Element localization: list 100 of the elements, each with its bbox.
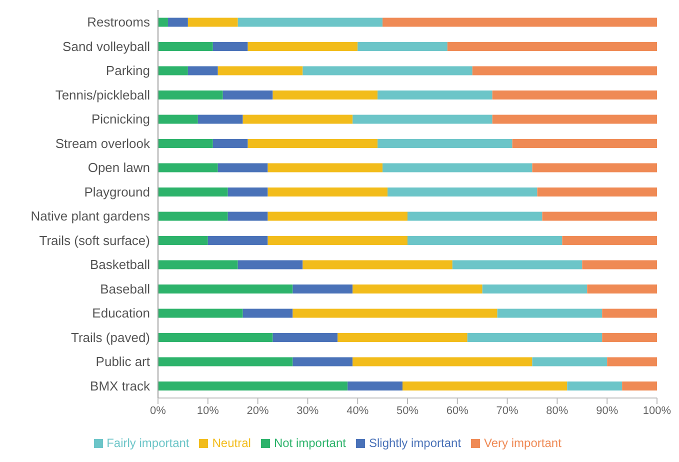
y-tick-label: Trails (paved) — [71, 330, 150, 345]
bar — [607, 357, 657, 366]
bar — [447, 42, 657, 52]
bar — [158, 18, 168, 27]
bar — [292, 308, 498, 318]
bar — [338, 333, 468, 342]
legend-label: Very important — [484, 436, 562, 450]
bar — [158, 163, 218, 172]
legend-label: Neutral — [212, 436, 251, 450]
bar — [492, 114, 657, 124]
bar — [348, 382, 403, 391]
bar — [158, 284, 293, 294]
y-tick-label: Trails (soft surface) — [39, 232, 150, 248]
bar — [352, 114, 492, 124]
y-tick-label: Parking — [106, 63, 150, 78]
x-tick-label: 80% — [546, 404, 568, 417]
bar — [208, 236, 268, 246]
bar — [268, 212, 408, 221]
bar — [238, 260, 303, 270]
x-tick-label: 10% — [196, 404, 220, 417]
x-tick-label: 20% — [246, 404, 270, 417]
bar — [472, 66, 657, 76]
bar — [408, 236, 562, 246]
bar — [242, 308, 293, 318]
bar — [268, 188, 388, 197]
bar — [248, 42, 358, 52]
bar — [212, 139, 248, 148]
bar — [158, 308, 243, 318]
bar — [248, 139, 378, 148]
bar — [292, 284, 353, 294]
bar — [158, 260, 238, 270]
bar — [408, 212, 542, 221]
y-tick-label: Sand volleyball — [62, 38, 150, 54]
y-tick-label: Public art — [96, 354, 150, 370]
bar — [188, 18, 238, 27]
x-tick-label: 40% — [346, 404, 369, 417]
bar — [158, 114, 198, 124]
y-tick-label: Playground — [84, 184, 150, 200]
bar — [292, 357, 353, 366]
x-tick-label: 70% — [496, 404, 519, 417]
bar — [358, 42, 448, 52]
bar — [268, 236, 408, 246]
bar — [158, 212, 228, 221]
x-tick-label: 90% — [596, 404, 618, 417]
bar — [452, 260, 582, 270]
y-tick-label: Open lawn — [88, 160, 150, 176]
bar — [622, 382, 657, 391]
bar — [492, 90, 657, 100]
bar — [158, 90, 223, 100]
bar — [352, 357, 532, 366]
bar — [532, 163, 657, 172]
y-tick-label: Education — [92, 306, 150, 321]
bar — [352, 284, 482, 294]
bar — [228, 212, 268, 221]
bar — [158, 333, 273, 342]
y-tick-label: Restrooms — [87, 14, 150, 30]
bar — [602, 308, 657, 318]
y-tick-label: Tennis/pickleball — [55, 87, 150, 102]
y-tick-label: Picnicking — [91, 112, 150, 127]
bar — [512, 139, 657, 148]
bar — [222, 90, 273, 100]
bar — [497, 308, 602, 318]
bar — [482, 284, 588, 294]
bar — [158, 139, 213, 148]
bar — [212, 42, 248, 52]
x-tick-label: 60% — [446, 404, 469, 417]
bar — [158, 236, 208, 246]
bar — [272, 90, 378, 100]
bar — [188, 66, 218, 76]
bar — [388, 188, 538, 197]
y-tick-label: Stream overlook — [55, 136, 150, 151]
bar — [158, 188, 228, 197]
bar — [467, 333, 602, 342]
bar — [218, 163, 268, 172]
bar — [382, 18, 657, 27]
bar — [587, 284, 657, 294]
legend-label: Slightly important — [368, 436, 462, 450]
legend-label: Fairly important — [106, 436, 190, 450]
bar — [532, 357, 608, 366]
bar — [302, 260, 452, 270]
y-tick-label: Baseball — [100, 281, 150, 296]
bar — [378, 139, 512, 148]
bar — [567, 382, 622, 391]
bar — [582, 260, 657, 270]
y-tick-label: Native plant gardens — [30, 208, 150, 224]
x-tick-label: 30% — [296, 404, 319, 417]
bar — [562, 236, 657, 246]
bar — [168, 18, 188, 27]
bar — [198, 114, 243, 124]
x-tick-label: 0% — [150, 404, 166, 417]
bar — [268, 163, 383, 172]
bar — [238, 18, 383, 27]
bar — [158, 66, 188, 76]
bar — [272, 333, 338, 342]
bar — [542, 212, 657, 221]
x-tick-label: 100% — [642, 404, 672, 417]
y-tick-label: BMX track — [90, 378, 150, 394]
bar — [602, 333, 657, 342]
bar — [158, 42, 213, 52]
bar — [158, 357, 293, 366]
